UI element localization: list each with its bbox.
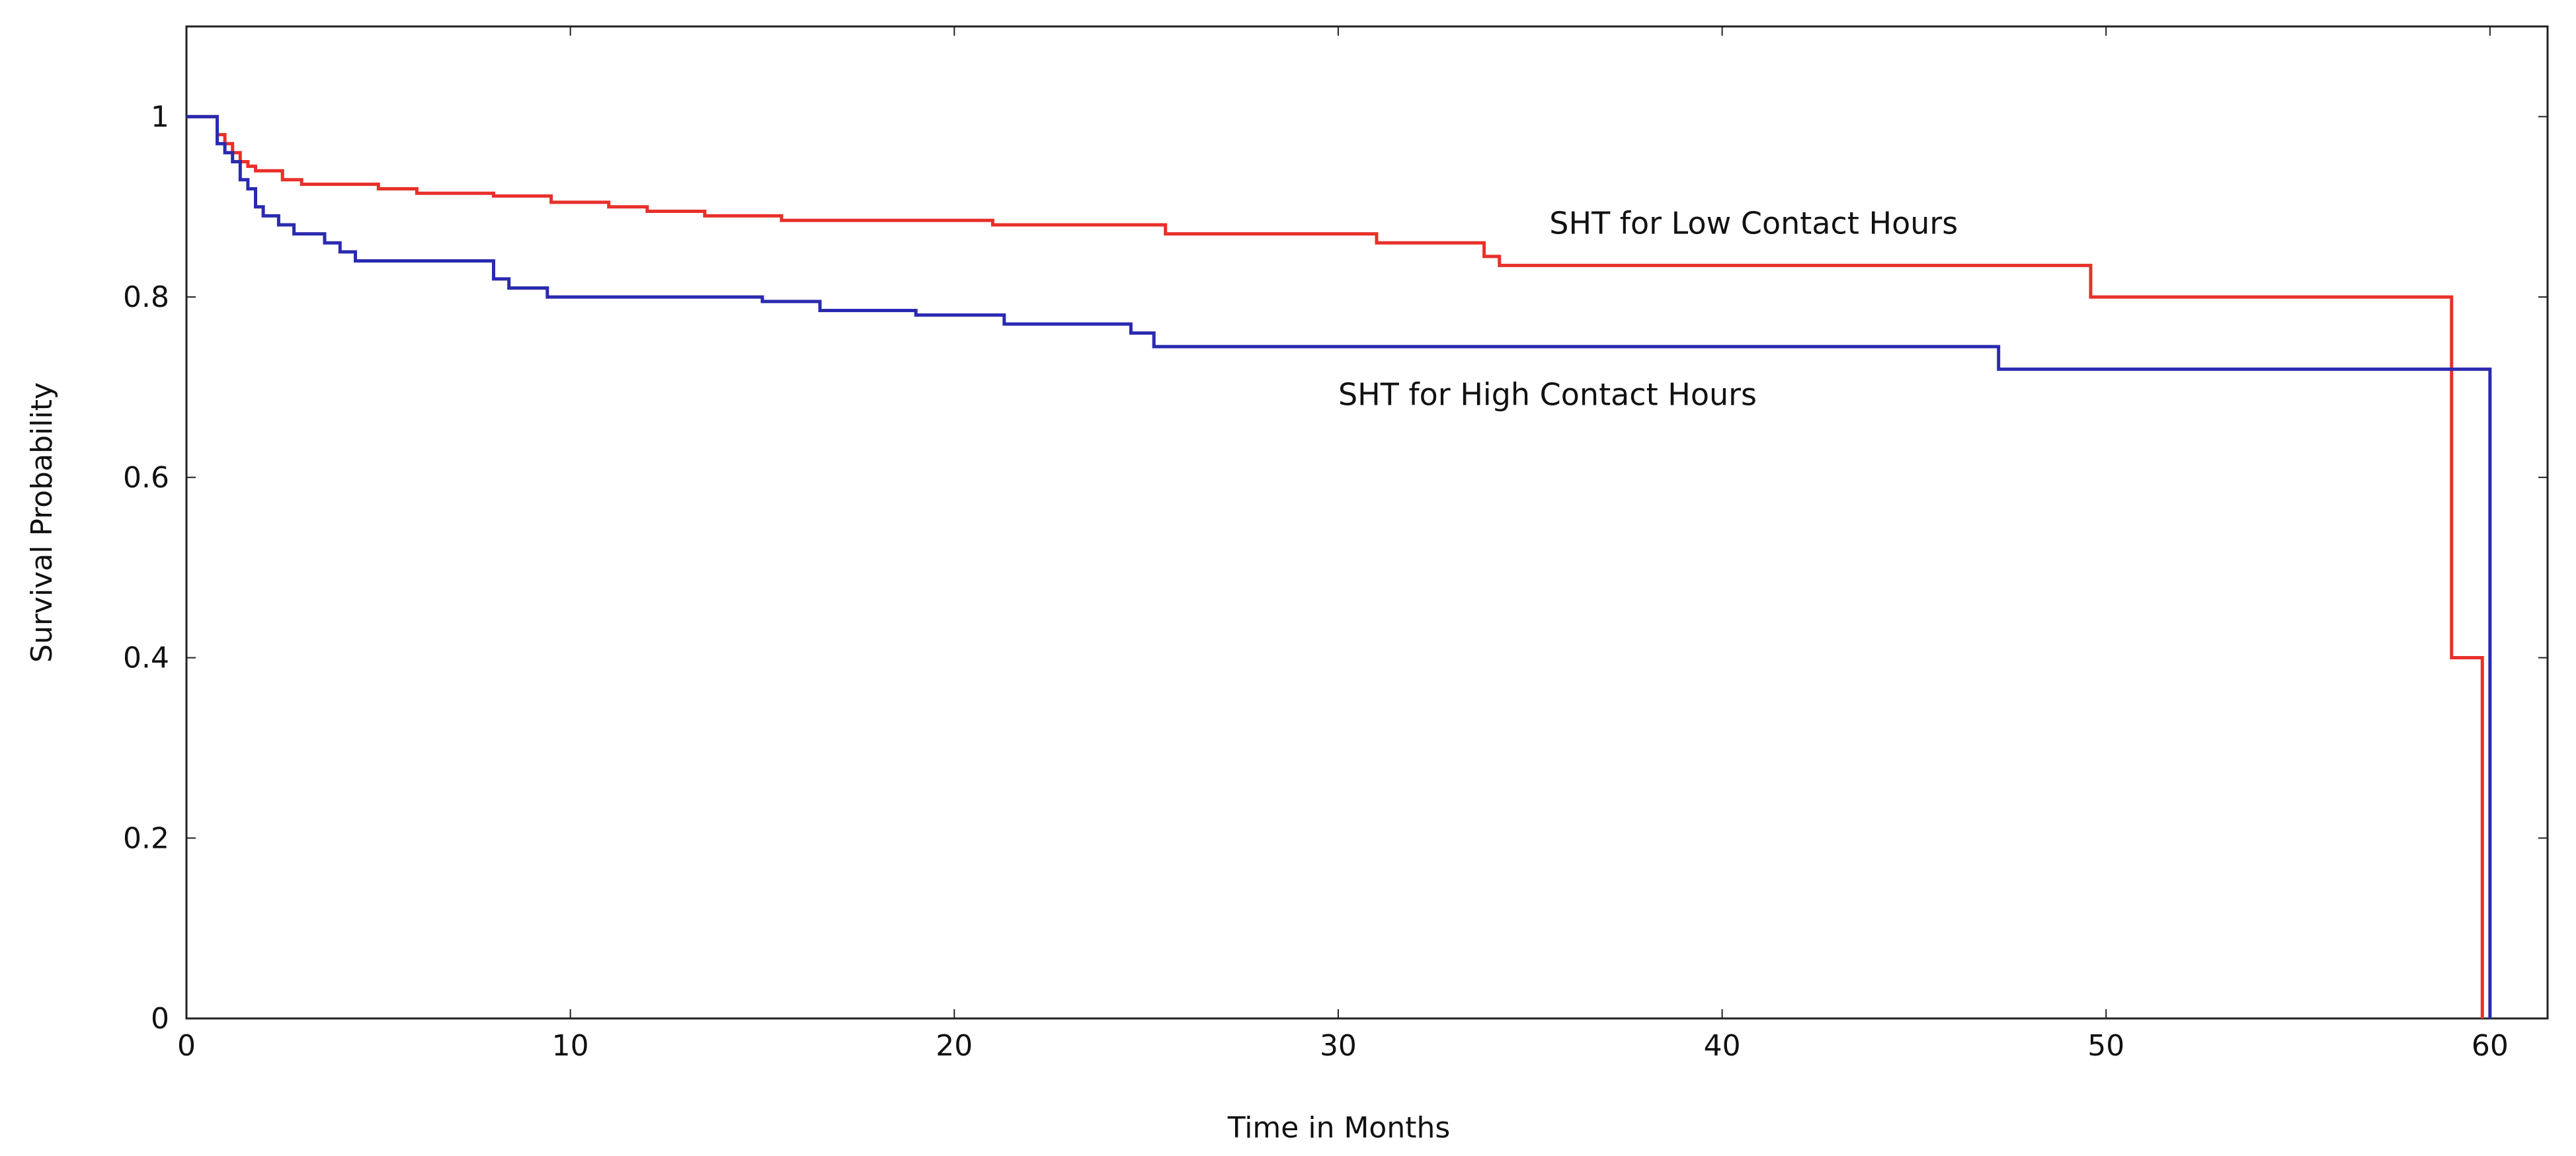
x-tick-label: 60 (2472, 1029, 2509, 1063)
y-axis-label: Survival Probability (25, 382, 59, 663)
series-annotation: SHT for Low Contact Hours (1549, 206, 1958, 241)
series-line-high-contact (186, 114, 2492, 1018)
series-line-low-contact (186, 114, 2484, 1018)
series-annotation: SHT for High Contact Hours (1338, 377, 1757, 413)
x-tick-label: 30 (1320, 1029, 1357, 1063)
annotation-layer: SHT for Low Contact Hours SHT for High Co… (1338, 206, 1958, 413)
x-tick-label: 20 (936, 1029, 973, 1063)
y-tick-label: 0.4 (123, 641, 169, 675)
x-tick-label: 40 (1704, 1029, 1741, 1063)
y-tick-label: 0.2 (123, 821, 169, 855)
x-tick-label: 0 (177, 1029, 196, 1063)
y-tick-label: 1 (151, 100, 169, 134)
x-axis-label: Time in Months (1227, 1111, 1451, 1145)
axis-ticks: 0 10 20 30 40 50 60 0 0.2 0.4 0.6 0.8 1 (123, 26, 2548, 1063)
y-tick-label: 0 (151, 1002, 169, 1036)
x-tick-label: 50 (2087, 1029, 2124, 1063)
series-layer (186, 114, 2492, 1018)
plot-frame (185, 25, 2549, 1020)
y-tick-label: 0.8 (123, 280, 169, 314)
x-tick-label: 10 (552, 1029, 589, 1063)
y-tick-label: 0.6 (123, 461, 169, 495)
